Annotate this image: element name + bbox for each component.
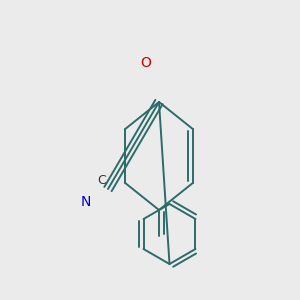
Text: N: N	[80, 194, 91, 208]
Text: C: C	[98, 175, 106, 188]
Text: O: O	[140, 56, 151, 70]
